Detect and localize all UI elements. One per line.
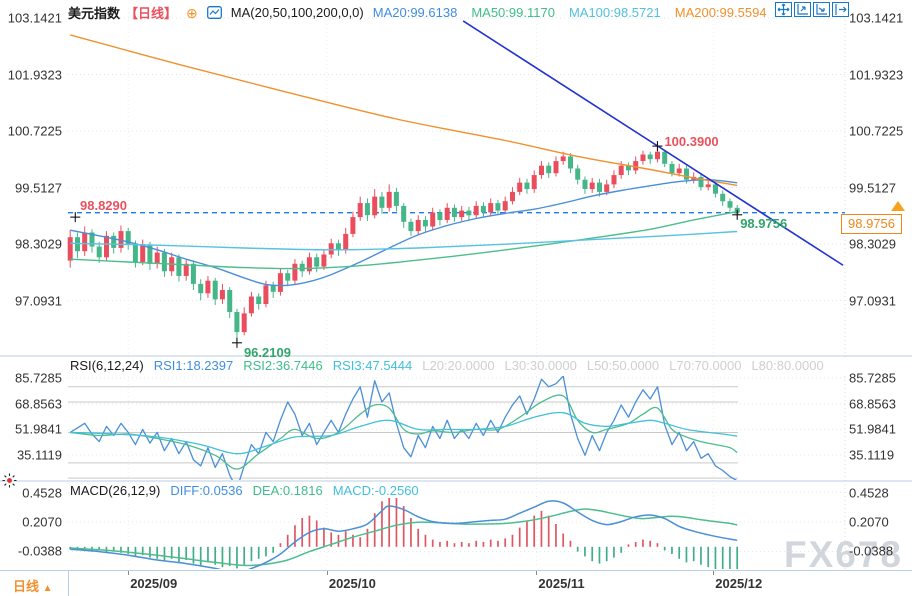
time-axis-tick xyxy=(536,571,538,575)
rsi-value: L80:80.0000 xyxy=(751,358,824,373)
crosshair-move-icon[interactable] xyxy=(775,2,792,17)
rsi-axis-label: 68.8563 xyxy=(15,396,62,412)
macd-axis-label: -0.0388 xyxy=(849,543,894,559)
price-label-alert-price: 98.8290 xyxy=(80,197,127,213)
rsi-value: RSI2:36.7446 xyxy=(243,358,323,373)
chart-header: 美元指数 【日线】 ⊕ MA(20,50,100,200,0,0) MA20:99… xyxy=(68,3,767,22)
price-axis-label: 99.5127 xyxy=(849,180,896,196)
fit-time-scale-icon[interactable] xyxy=(813,2,830,17)
price-alert-arrow-icon xyxy=(891,200,905,211)
ma-values: MA20:99.6138 MA50:99.1170 MA100:98.5721 MA2… xyxy=(373,5,767,20)
price-axis-label: 98.3029 xyxy=(15,236,62,252)
macd-params-label: MACD(26,12,9) xyxy=(70,483,161,498)
price-axis-label: 99.5127 xyxy=(15,180,62,196)
time-axis-tick xyxy=(713,571,715,575)
watermark: FX678 xyxy=(784,534,904,575)
rsi-value: L70:70.0000 xyxy=(669,358,742,373)
chart-type-icon[interactable] xyxy=(206,6,222,19)
fit-price-scale-icon[interactable] xyxy=(794,2,811,17)
time-axis-date-label: 2025/10 xyxy=(328,576,376,591)
rsi-value: L50:50.0000 xyxy=(586,358,660,373)
rsi-values: RSI1:18.2397 RSI2:36.7446 RSI3:47.5444 L20:… xyxy=(154,358,834,373)
rsi-axis-label: 85.7285 xyxy=(15,370,62,386)
rsi-value: L20:20.0000 xyxy=(422,358,495,373)
macd-axis-label: 0.4528 xyxy=(849,485,889,500)
rsi-params-label: RSI(6,12,24) xyxy=(70,358,144,373)
chart-toolbar xyxy=(775,2,849,17)
period-selector[interactable]: 日线 ▲ xyxy=(13,579,53,594)
time-axis-date-label: 2025/11 xyxy=(538,576,585,591)
price-axis-label: 100.7225 xyxy=(7,123,62,139)
price-axis-label: 100.7225 xyxy=(849,123,904,139)
rsi-value: RSI3:47.5444 xyxy=(332,358,413,373)
ma-value: MA100:98.5721 xyxy=(568,5,661,20)
macd-value: MACD:-0.2560 xyxy=(332,483,419,498)
rsi-value: L30:30.0000 xyxy=(504,358,577,373)
rsi-axis-label: 51.9841 xyxy=(15,421,62,437)
rsi-axis-label: 51.9841 xyxy=(849,421,896,437)
macd-axis-label: 0.2070 xyxy=(849,514,889,530)
price-label-last-close: 98.9756 xyxy=(740,215,788,231)
last-price-axis-box: 98.9756 xyxy=(841,213,902,234)
macd-axis-label: -0.0388 xyxy=(17,543,62,559)
time-axis-tick xyxy=(326,571,328,575)
price-axis-label: 103.1421 xyxy=(849,10,904,26)
price-axis-label: 101.9323 xyxy=(7,67,62,83)
rsi-value: RSI1:18.2397 xyxy=(153,358,234,373)
rsi-axis-label: 35.1119 xyxy=(16,447,62,463)
rsi-axis-label: 68.8563 xyxy=(849,396,896,412)
macd-header: MACD(26,12,9) DIFF:0.0536 DEA:0.1816 MACD:-… xyxy=(70,483,445,498)
macd-values: DIFF:0.0536 DEA:0.1816 MACD:-0.2560 xyxy=(170,483,428,498)
ma-value: MA200:99.5594 xyxy=(674,5,767,20)
price-axis-label: 97.0931 xyxy=(849,293,896,309)
go-to-latest-icon[interactable] xyxy=(832,2,849,17)
price-label-swing-high: 100.3900 xyxy=(664,133,719,149)
period-dropdown-arrow-icon: ▲ xyxy=(42,583,53,594)
ma-params-label: MA(20,50,100,200,0,0) xyxy=(230,5,364,20)
live-update-icon[interactable] xyxy=(2,473,17,493)
time-axis-tick xyxy=(128,571,130,575)
rsi-header: RSI(6,12,24) RSI1:18.2397 RSI2:36.7446 RSI3… xyxy=(70,358,850,373)
macd-axis-label: 0.2070 xyxy=(22,514,62,530)
price-axis-label: 97.0931 xyxy=(15,293,62,309)
time-axis-date-label: 2025/12 xyxy=(715,576,763,591)
macd-value: DEA:0.1816 xyxy=(252,483,323,498)
add-indicator-icon[interactable]: ⊕ xyxy=(186,4,198,21)
price-label-swing-low: 96.2109 xyxy=(243,344,291,360)
rsi-axis-label: 35.1119 xyxy=(849,447,895,463)
rsi-axis-label: 85.7285 xyxy=(849,370,896,386)
time-axis-date-label: 2025/09 xyxy=(130,576,178,591)
price-axis-label: 103.1421 xyxy=(7,10,62,26)
period-tag: 【日线】 xyxy=(125,6,178,21)
macd-axis-label: 0.4528 xyxy=(22,485,62,500)
macd-value: DIFF:0.0536 xyxy=(170,483,243,498)
ma-value: MA20:99.6138 xyxy=(372,5,458,20)
bottombar-divider xyxy=(68,571,69,596)
time-axis-bar[interactable]: 日线 ▲ 2025/09 2025/10 2025/11 2025/12 xyxy=(0,570,912,596)
ma-value: MA50:99.1170 xyxy=(471,5,555,20)
price-axis-label: 101.9323 xyxy=(849,67,904,83)
price-axis-label: 98.3029 xyxy=(849,236,896,252)
instrument-title: 美元指数 xyxy=(68,6,121,21)
